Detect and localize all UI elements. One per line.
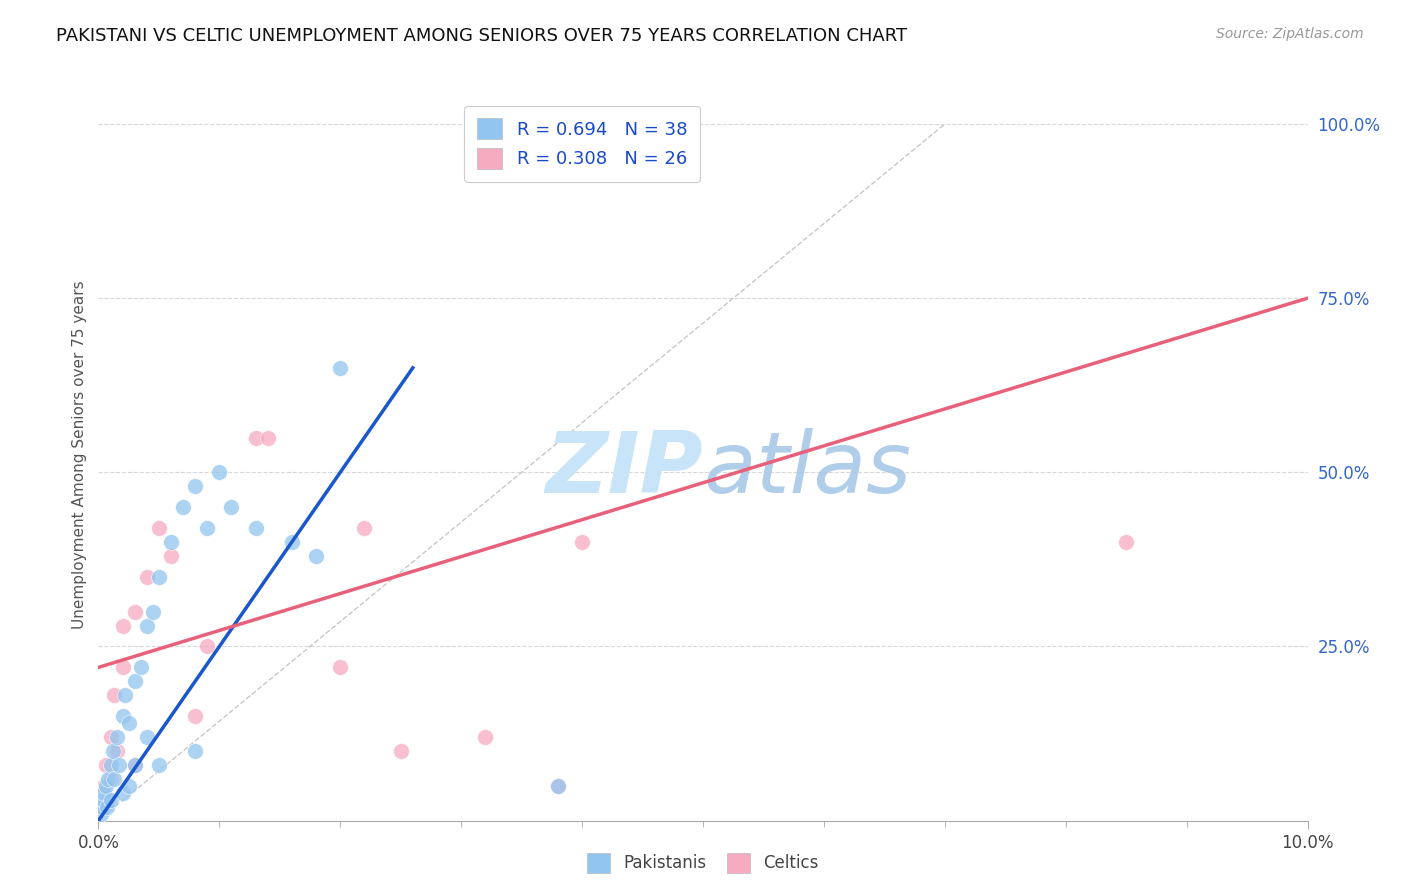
Point <box>135 570 157 584</box>
Point <box>184 744 207 758</box>
Point <box>111 618 134 632</box>
Point <box>105 730 128 744</box>
Point <box>353 521 375 535</box>
Legend: Pakistanis, Celtics: Pakistanis, Celtics <box>581 847 825 880</box>
Text: PAKISTANI VS CELTIC UNEMPLOYMENT AMONG SENIORS OVER 75 YEARS CORRELATION CHART: PAKISTANI VS CELTIC UNEMPLOYMENT AMONG S… <box>56 27 907 45</box>
Point <box>91 793 114 807</box>
Point <box>135 618 157 632</box>
Point <box>245 521 267 535</box>
Point <box>91 799 114 814</box>
Point <box>96 799 118 814</box>
Point <box>142 605 165 619</box>
Point <box>90 806 112 821</box>
Point <box>93 786 115 800</box>
Point <box>101 744 124 758</box>
Point <box>329 660 352 674</box>
Point <box>305 549 328 563</box>
Point <box>329 360 352 375</box>
Point <box>100 758 122 772</box>
Point <box>103 688 125 702</box>
Point <box>118 716 141 731</box>
Point <box>172 500 194 515</box>
Point <box>160 549 183 563</box>
Y-axis label: Unemployment Among Seniors over 75 years: Unemployment Among Seniors over 75 years <box>72 281 87 629</box>
Point <box>97 793 120 807</box>
Point <box>129 660 152 674</box>
Text: Source: ZipAtlas.com: Source: ZipAtlas.com <box>1216 27 1364 41</box>
Point <box>547 779 569 793</box>
Point <box>124 605 146 619</box>
Point <box>100 772 122 786</box>
Point <box>111 709 134 723</box>
Point <box>1115 535 1137 549</box>
Point <box>111 786 134 800</box>
Point <box>114 688 136 702</box>
Point <box>100 730 122 744</box>
Point <box>256 430 278 444</box>
Point <box>100 793 122 807</box>
Point <box>208 466 231 480</box>
Point <box>184 479 207 493</box>
Point <box>148 570 170 584</box>
Point <box>474 730 496 744</box>
Point <box>105 744 128 758</box>
Point <box>148 521 170 535</box>
Point <box>91 799 114 814</box>
Point <box>103 772 125 786</box>
Point <box>135 730 157 744</box>
Point <box>94 779 117 793</box>
Point <box>124 674 146 689</box>
Text: atlas: atlas <box>703 428 911 511</box>
Text: ZIP: ZIP <box>546 428 703 511</box>
Point <box>184 709 207 723</box>
Point <box>148 758 170 772</box>
Point <box>111 660 134 674</box>
Point <box>221 500 243 515</box>
Point <box>547 779 569 793</box>
Point <box>245 430 267 444</box>
Point <box>160 535 183 549</box>
Point <box>94 758 117 772</box>
Point <box>118 779 141 793</box>
Point <box>571 535 593 549</box>
Legend: R = 0.694   N = 38, R = 0.308   N = 26: R = 0.694 N = 38, R = 0.308 N = 26 <box>464 105 700 182</box>
Point <box>281 535 304 549</box>
Point <box>97 772 120 786</box>
Point <box>195 640 218 654</box>
Point <box>389 744 412 758</box>
Point <box>195 521 218 535</box>
Point <box>108 758 131 772</box>
Point <box>124 758 146 772</box>
Point <box>124 758 146 772</box>
Point <box>93 779 115 793</box>
